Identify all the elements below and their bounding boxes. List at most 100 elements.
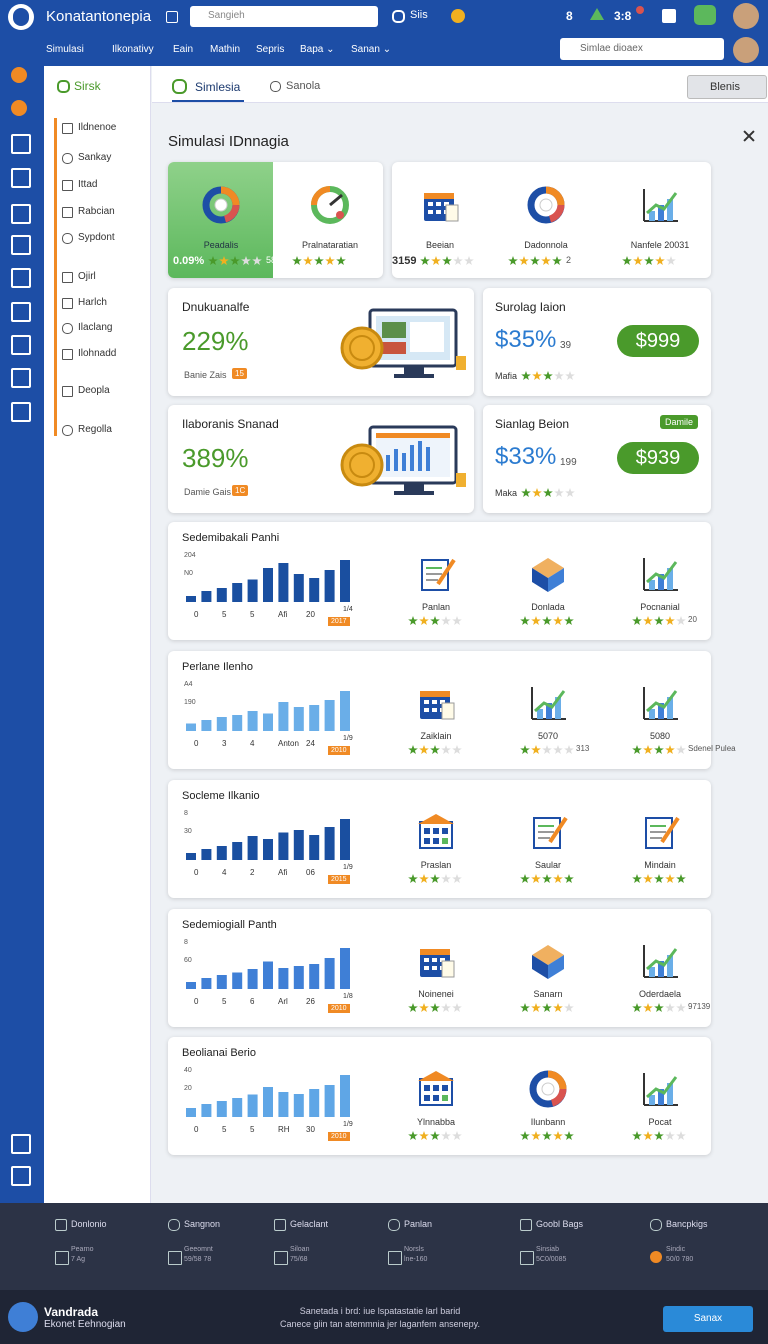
- stat-value: 389%: [182, 443, 249, 473]
- footer-title[interactable]: Donlonio: [71, 1219, 107, 1229]
- star: [676, 1131, 686, 1140]
- nav-item[interactable]: Eain: [173, 44, 194, 55]
- rail-icon: [11, 1134, 31, 1154]
- search-box[interactable]: Sangieh: [190, 6, 378, 27]
- rating: [520, 1003, 574, 1012]
- illustration-part: [394, 449, 398, 471]
- heading: Simulasi IDnnagia: [168, 133, 289, 150]
- panel-item[interactable]: Deopla: [78, 385, 110, 396]
- bar: [340, 560, 350, 602]
- item-icon: [62, 323, 73, 334]
- nav-item[interactable]: Mathin: [210, 44, 241, 55]
- icon-part: [667, 697, 673, 719]
- tab[interactable]: Simlesia: [195, 80, 241, 94]
- panel-item[interactable]: Ilaclang: [78, 322, 113, 333]
- footer-line: lne-160: [404, 1256, 428, 1263]
- chart-badge: 2017: [328, 617, 350, 626]
- x-tick-label: 1/4: [343, 606, 353, 613]
- icon-part: [424, 700, 429, 704]
- y-tick-label: 20: [184, 1085, 192, 1092]
- icon: [532, 558, 564, 592]
- tab-button[interactable]: Blenis: [687, 75, 767, 99]
- nav-item[interactable]: Sanan ⌄: [351, 44, 392, 55]
- item-icon: [62, 180, 73, 191]
- icon-part: [550, 1088, 567, 1107]
- icon-part: [424, 828, 448, 844]
- price-button[interactable]: $939: [617, 442, 699, 474]
- footer-line: Pearno: [71, 1246, 94, 1253]
- search-icon: [270, 81, 281, 92]
- icon-part: [658, 1089, 664, 1105]
- rating: [521, 488, 575, 497]
- footer-title[interactable]: Goobl Bags: [536, 1219, 584, 1229]
- nav-item[interactable]: Sepris: [256, 44, 285, 55]
- footer-title[interactable]: Bancpkigs: [666, 1219, 708, 1229]
- icon-part: [432, 966, 437, 970]
- bar: [186, 723, 196, 731]
- bell-icon: [451, 9, 465, 23]
- bottom-button[interactable]: Sanax: [663, 1306, 753, 1332]
- star: [632, 874, 642, 883]
- offer-note: Maka: [495, 488, 518, 498]
- icon-part: [667, 199, 673, 221]
- illustration-part: [394, 374, 434, 378]
- bar: [216, 975, 227, 989]
- search-button[interactable]: Siis: [410, 9, 428, 21]
- rail-icon: [11, 368, 31, 388]
- star: [665, 745, 675, 754]
- icon-rail: [0, 66, 44, 1203]
- user-name: Vandrada: [44, 1305, 99, 1319]
- icon-part: [649, 709, 655, 719]
- nav-item[interactable]: Bapa ⌄: [300, 44, 335, 55]
- price-button[interactable]: $999: [617, 325, 699, 357]
- footer-title[interactable]: Panlan: [404, 1219, 433, 1229]
- icon-part: [424, 828, 430, 834]
- star: [632, 1003, 642, 1012]
- bar: [293, 707, 304, 731]
- bar-chart: [186, 691, 350, 731]
- icon: [420, 691, 455, 720]
- x-tick-label: 0: [194, 739, 199, 748]
- footer-line: 7 Ag: [71, 1256, 86, 1263]
- tab[interactable]: Sanola: [286, 80, 321, 92]
- panel-item[interactable]: Sankay: [78, 152, 112, 163]
- panel-item[interactable]: Ilohnadd: [78, 348, 117, 359]
- panel-tab[interactable]: Sirsk: [74, 79, 101, 93]
- icon-part: [547, 1070, 567, 1090]
- rating: [632, 874, 686, 883]
- app-icon: [694, 5, 716, 25]
- star: [441, 874, 451, 883]
- footer-icon: [55, 1251, 69, 1265]
- panel-item[interactable]: Rabcian: [78, 206, 115, 217]
- panel-item[interactable]: Ittad: [78, 179, 98, 190]
- icon-part: [545, 186, 565, 206]
- star: [554, 371, 564, 380]
- nav-item[interactable]: Simulasi: [46, 44, 84, 55]
- item-label: Panlan: [421, 602, 451, 612]
- stat-value: 229%: [182, 326, 249, 356]
- panel-item[interactable]: Sypdont: [78, 232, 115, 243]
- star: [408, 745, 418, 754]
- chart-title: Sedemibakali Panhi: [182, 532, 280, 544]
- icon-part: [658, 574, 664, 590]
- chart-badge: 2015: [328, 875, 350, 884]
- card: Surolag Iaion $35% 39 $999 Mafia: [483, 288, 711, 396]
- tab-button-label: Blenis: [710, 81, 740, 93]
- search-icon: [392, 10, 405, 23]
- footer-line: 5C0/0085: [536, 1256, 567, 1263]
- x-tick-label: Afi: [278, 868, 288, 877]
- footer-line: Sindic: [666, 1246, 686, 1253]
- icon-part: [424, 708, 429, 712]
- panel-item[interactable]: Harlch: [78, 297, 107, 308]
- search-box[interactable]: Simlae dioaex: [560, 38, 724, 60]
- star: [541, 256, 551, 265]
- notification-dot: [636, 6, 644, 14]
- nav-item[interactable]: Ilkonativy: [112, 44, 154, 55]
- panel-item[interactable]: Regolla: [78, 424, 112, 435]
- panel-item[interactable]: Ildnenoe: [78, 122, 117, 133]
- footer-title[interactable]: Gelaclant: [290, 1219, 329, 1229]
- rating: [408, 1003, 462, 1012]
- panel-item[interactable]: Ojirl: [78, 271, 96, 282]
- footer-title[interactable]: Sangnon: [184, 1219, 221, 1229]
- star: [452, 1003, 462, 1012]
